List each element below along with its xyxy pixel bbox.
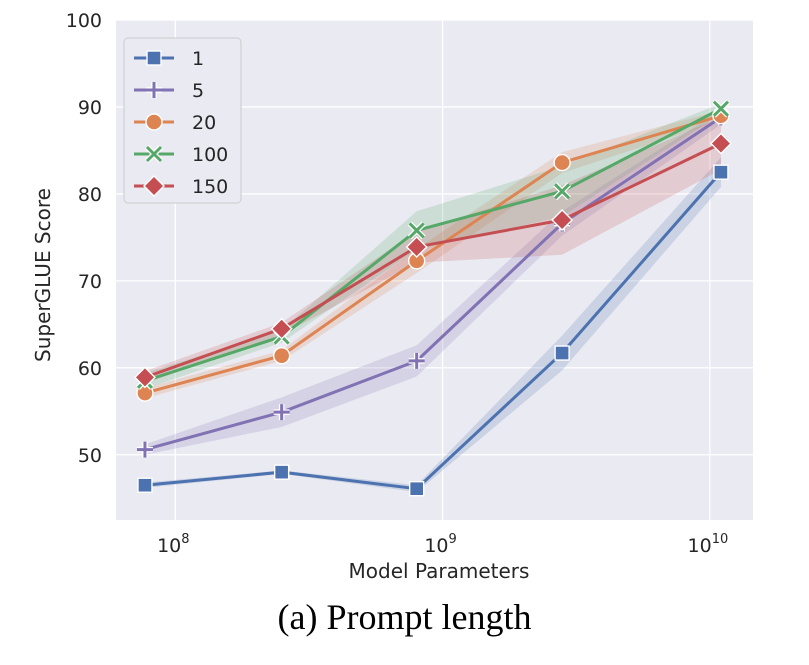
marker-x [407,221,426,240]
marker-square [713,164,729,180]
legend-item-5: 5 [134,80,204,102]
y-tick-label: 50 [78,445,102,467]
marker-x [553,182,572,201]
marker-square [554,345,570,361]
figure-caption: (a) Prompt length [277,597,532,637]
marker-diamond [133,366,156,389]
marker-circle [272,346,291,365]
chart: 50 60 70 80 90 100 108 109 1010 Model Parameters… [31,10,753,583]
band-100 [144,103,721,389]
x-tick-label: 109 [424,532,456,557]
legend-label: 20 [192,112,216,134]
marker-square [273,464,290,480]
legend-item-20: 20 [134,112,216,134]
y-tick-label: 70 [78,271,102,293]
marker-x [145,145,163,163]
marker-circle [145,113,163,131]
marker-square [137,477,153,493]
marker-square [146,50,162,66]
marker-diamond [270,317,293,340]
y-tick-label: 100 [66,10,102,32]
y-tick-label: 80 [78,184,102,206]
marker-plus [136,441,153,458]
legend-label: 100 [192,144,228,166]
marker-square [408,480,425,497]
legend: 1 5 20 100 150 [123,37,242,204]
legend-label: 150 [192,176,228,198]
legend-label: 1 [192,48,204,70]
marker-plus [273,404,290,421]
marker-diamond [405,235,428,258]
legend-label: 5 [192,80,204,102]
marker-diamond [551,209,574,231]
x-axis-label: Model Parameters [349,559,530,583]
tick-labels: 50 60 70 80 90 100 108 109 1010 [66,10,729,557]
marker-plus [408,352,425,369]
marker-diamond [143,175,165,197]
marker-circle [553,153,571,172]
legend-box [123,37,242,204]
y-tick-label: 60 [78,358,102,380]
y-tick-label: 90 [78,97,102,119]
x-tick-label: 108 [157,532,189,557]
legend-item-100: 100 [134,144,228,166]
marker-diamond [709,132,732,155]
band-20 [144,110,721,399]
series-markers [133,99,732,497]
marker-x [711,99,730,118]
x-tick-label: 1010 [688,532,729,557]
marker-plus [146,82,162,98]
y-axis-label: SuperGLUE Score [31,188,55,362]
legend-item-1: 1 [134,48,204,70]
legend-item-150: 150 [134,175,228,198]
